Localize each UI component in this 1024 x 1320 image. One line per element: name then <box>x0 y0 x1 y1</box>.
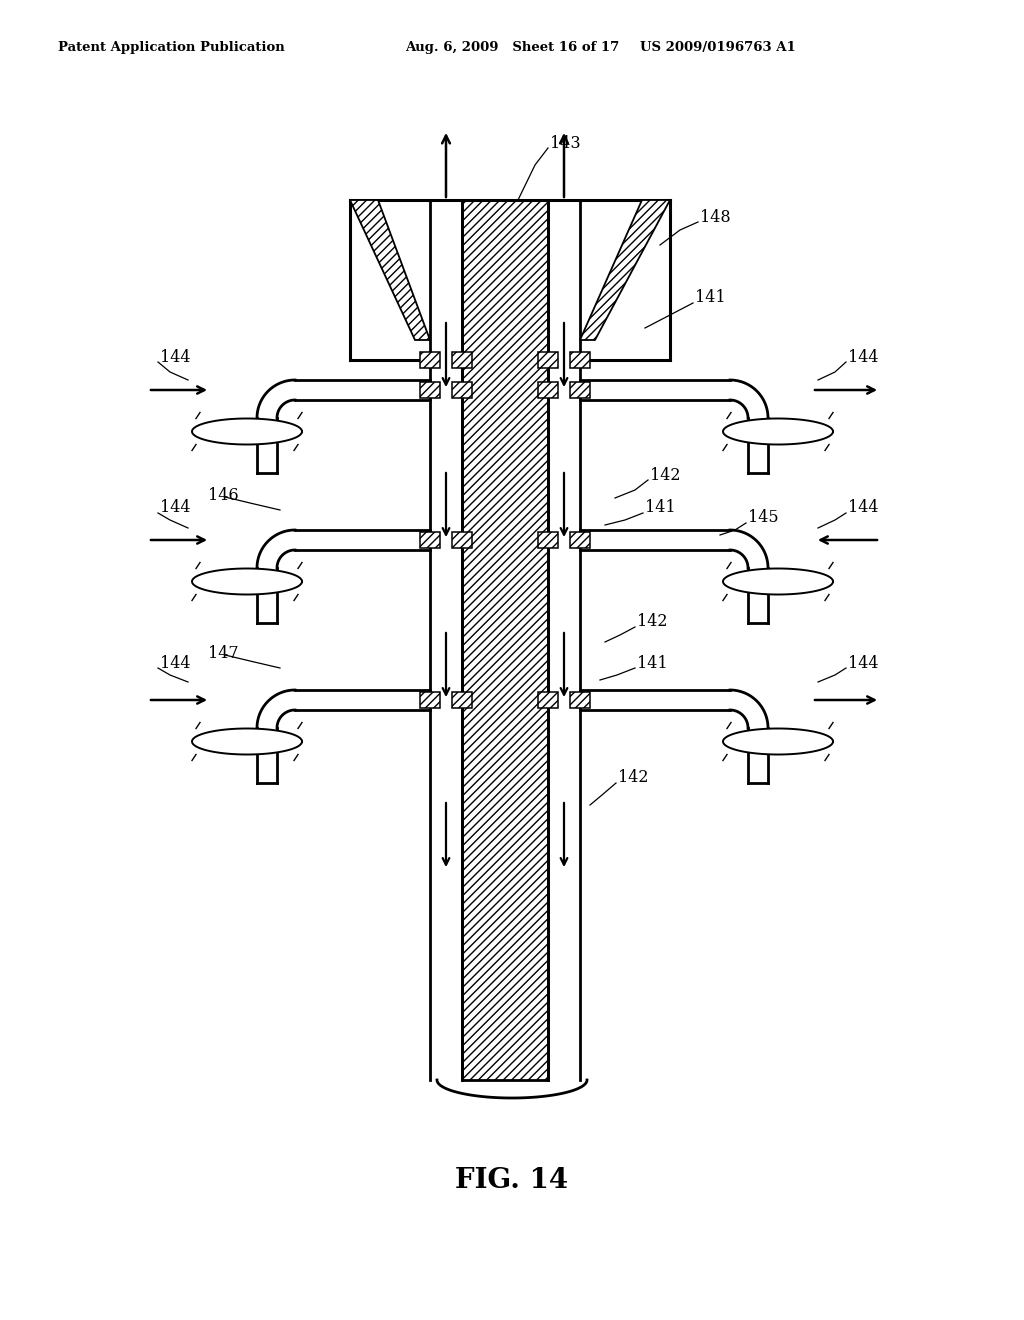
Polygon shape <box>723 418 833 445</box>
Bar <box>462 201 548 1080</box>
Text: 143: 143 <box>550 135 581 152</box>
Text: 142: 142 <box>618 770 648 787</box>
Text: 148: 148 <box>700 210 731 227</box>
Text: 144: 144 <box>160 655 190 672</box>
Text: 142: 142 <box>637 614 668 631</box>
Text: Aug. 6, 2009   Sheet 16 of 17: Aug. 6, 2009 Sheet 16 of 17 <box>406 41 620 54</box>
Bar <box>420 381 440 399</box>
Text: Patent Application Publication: Patent Application Publication <box>58 41 285 54</box>
Text: 144: 144 <box>160 350 190 367</box>
Text: 141: 141 <box>637 655 668 672</box>
Text: 144: 144 <box>160 499 190 516</box>
Polygon shape <box>350 201 430 341</box>
Bar <box>452 532 472 548</box>
Text: 147: 147 <box>208 644 239 661</box>
Text: US 2009/0196763 A1: US 2009/0196763 A1 <box>640 41 796 54</box>
Text: 144: 144 <box>848 350 879 367</box>
Bar <box>570 352 590 368</box>
Bar <box>452 381 472 399</box>
Polygon shape <box>193 418 302 445</box>
Bar <box>570 381 590 399</box>
Text: 145: 145 <box>748 510 778 527</box>
Bar <box>570 692 590 708</box>
Bar <box>420 532 440 548</box>
Text: 141: 141 <box>695 289 726 306</box>
Bar <box>570 532 590 548</box>
Polygon shape <box>723 729 833 755</box>
Bar <box>420 352 440 368</box>
Polygon shape <box>193 729 302 755</box>
Polygon shape <box>723 569 833 594</box>
Text: 146: 146 <box>208 487 239 503</box>
Text: 144: 144 <box>848 655 879 672</box>
Bar <box>538 692 558 708</box>
Bar <box>452 352 472 368</box>
Bar <box>538 352 558 368</box>
Bar <box>420 692 440 708</box>
Text: 142: 142 <box>650 466 681 483</box>
Bar <box>452 692 472 708</box>
Text: 144: 144 <box>848 499 879 516</box>
Text: 141: 141 <box>645 499 676 516</box>
Bar <box>538 532 558 548</box>
Polygon shape <box>580 201 670 341</box>
Bar <box>538 381 558 399</box>
Polygon shape <box>193 569 302 594</box>
Text: FIG. 14: FIG. 14 <box>456 1167 568 1193</box>
